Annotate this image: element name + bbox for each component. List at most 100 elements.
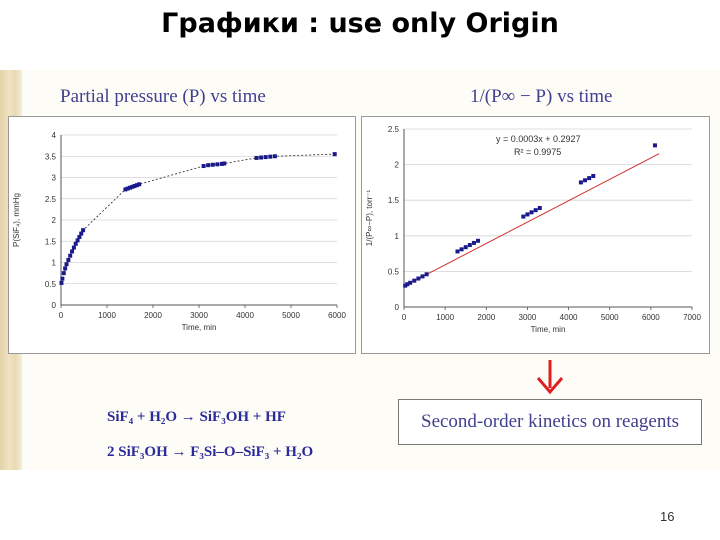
conclusion-box: Second-order kinetics on reagents xyxy=(398,399,702,445)
chart1-ytick-label: 0.5 xyxy=(45,280,57,289)
chart1-data-point xyxy=(215,162,220,167)
chart1-xtick-label: 0 xyxy=(59,311,64,320)
chart1-data-point xyxy=(130,184,135,189)
chart1-data-point xyxy=(201,164,206,169)
chart2-xtick-label: 1000 xyxy=(436,313,454,322)
chart1-data-point xyxy=(220,161,224,166)
chart1-data-point xyxy=(66,257,71,262)
chart1-data-point xyxy=(128,185,132,190)
chart2-data-point xyxy=(416,276,421,281)
chart2-data-point xyxy=(405,282,410,287)
chart2-ytick-label: 2 xyxy=(395,161,400,170)
chart2-ytick-label: 0 xyxy=(395,303,400,312)
chart1-svg: 0 0.5 1 1.5 2 2.5 3 3.5 4 0 1000 2000 3000 4000 5000 60… xyxy=(12,131,346,332)
chart2-frame: 0 0.5 1 1.5 2 2.5 0 1000 2000 3000 4000 5000 6000 700… xyxy=(361,116,710,354)
chart1-data-point xyxy=(63,266,68,271)
chart2-data-point xyxy=(521,214,526,219)
chart1-data-point xyxy=(263,155,268,160)
chart1-data-point xyxy=(272,154,277,159)
chart2-xtick-label: 2000 xyxy=(477,313,495,322)
chart1-data-point xyxy=(81,228,86,233)
chart1-data-point xyxy=(210,162,215,167)
chart1-data-point xyxy=(71,245,76,250)
chart1-data-point xyxy=(75,238,80,243)
chart1-data-point xyxy=(268,154,273,159)
chart2-ytick-label: 1.5 xyxy=(388,196,400,205)
chart1-trend-line xyxy=(61,153,335,283)
chart1-xtick-label: 1000 xyxy=(98,311,116,320)
chart1-data-point xyxy=(206,163,211,168)
chart2-data-point xyxy=(420,274,425,279)
chart1-ytick-label: 2.5 xyxy=(45,195,57,204)
chart1-data-point xyxy=(254,155,259,160)
chart1-ytick-label: 0 xyxy=(52,301,57,310)
chart1-xtick-label: 5000 xyxy=(282,311,300,320)
chart2-data-point xyxy=(583,178,588,183)
chart2-data-point xyxy=(459,247,464,252)
chart2-fit-line xyxy=(403,153,660,287)
chart2-data-point xyxy=(412,278,417,283)
chart2-data-point xyxy=(403,283,408,288)
chart2-xtick-label: 0 xyxy=(402,313,407,322)
chart2-data-point xyxy=(463,245,468,250)
chart2-data-point xyxy=(578,180,583,185)
chart2-data-point xyxy=(533,208,538,213)
chart1-data-point xyxy=(59,280,64,285)
chart2-data-point xyxy=(652,143,657,148)
chart1-data-point xyxy=(73,241,78,246)
chart1-frame: 0 0.5 1 1.5 2 2.5 3 3.5 4 0 1000 2000 3000 4000 5000 60… xyxy=(8,116,356,354)
chart1-data-point xyxy=(68,253,73,258)
chart1-ylabel: P(SiF₄), mmHg xyxy=(12,193,21,247)
chart1-xlabel: Time, min xyxy=(182,323,217,332)
chart2-data-point xyxy=(408,280,413,285)
chart2-ytick-label: 2.5 xyxy=(388,125,400,134)
chart1-data-point xyxy=(332,152,337,157)
chart2-xtick-label: 7000 xyxy=(683,313,701,322)
chart2-data-point xyxy=(591,173,596,178)
chart1-title: Partial pressure (P) vs time xyxy=(60,86,266,107)
chart1-xtick-label: 3000 xyxy=(190,311,208,320)
chart1-data-point xyxy=(132,184,137,188)
chart2-data-point xyxy=(424,272,429,277)
chart1-ytick-label: 1 xyxy=(52,259,57,268)
chart2-xlabel: Time, min xyxy=(531,325,566,334)
chart1-data-point xyxy=(134,183,139,188)
chart2-fit-equation: y = 0.0003x + 0.2927 xyxy=(496,134,581,144)
chart1-data-point xyxy=(60,276,65,281)
conclusion-text: Second-order kinetics on reagents xyxy=(421,411,679,432)
chart2-xtick-label: 4000 xyxy=(560,313,578,322)
chart1-ytick-label: 1.5 xyxy=(45,237,57,246)
chart1-xtick-label: 4000 xyxy=(236,311,254,320)
down-arrow-icon xyxy=(536,360,564,395)
reaction-equation-1: SiF₄ + H₂O → SiF₃OH + HF xyxy=(107,409,286,425)
chart1-data-point xyxy=(125,186,130,191)
reaction-equation-2: 2 SiF₃OH → F₃Si–O–SiF₃ + H₂O xyxy=(107,444,314,460)
chart1-ytick-label: 4 xyxy=(52,131,57,140)
chart2-data-point xyxy=(455,249,460,254)
arrow-head xyxy=(536,377,564,395)
chart2-data-point xyxy=(467,243,472,248)
chart1-ytick-label: 3 xyxy=(52,174,57,183)
chart1-xtick-label: 2000 xyxy=(144,311,162,320)
chart2-data-point xyxy=(529,210,534,215)
chart2-xtick-label: 6000 xyxy=(642,313,660,322)
chart1-data-point xyxy=(79,231,84,236)
chart2-data-point xyxy=(537,206,542,211)
chart2-ytick-label: 1 xyxy=(395,232,400,241)
chart2-ylabel: 1/(P∞−P), torr⁻¹ xyxy=(365,189,374,246)
chart2-xtick-label: 5000 xyxy=(601,313,619,322)
chart1-data-point xyxy=(222,161,227,166)
chart1-data-point xyxy=(123,187,128,192)
chart2-data-point xyxy=(587,176,592,181)
chart2-ytick-label: 0.5 xyxy=(388,267,400,276)
chart1-ytick-label: 3.5 xyxy=(45,152,57,161)
chart2-fit-r2: R² = 0.9975 xyxy=(514,147,561,157)
chart2-data-point xyxy=(471,240,476,245)
chart2-svg: 0 0.5 1 1.5 2 2.5 0 1000 2000 3000 4000 5000 6000 700… xyxy=(365,125,701,334)
chart1-xtick-label: 6000 xyxy=(328,311,346,320)
chart2-data-point xyxy=(525,212,530,217)
chart1-data-point xyxy=(259,155,264,160)
slide-title: Графики : use only Origin xyxy=(161,8,559,39)
page-number: 16 xyxy=(660,509,675,524)
chart2-xtick-label: 3000 xyxy=(519,313,537,322)
